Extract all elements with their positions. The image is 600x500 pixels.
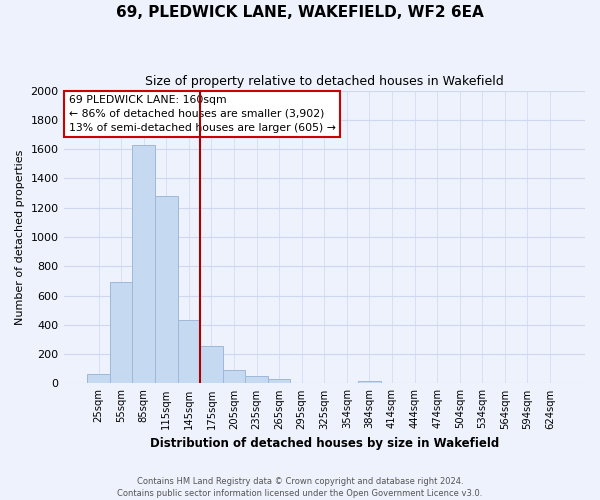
Bar [268,380,290,384]
Text: Contains HM Land Registry data © Crown copyright and database right 2024.
Contai: Contains HM Land Registry data © Crown c… [118,476,482,498]
Y-axis label: Number of detached properties: Number of detached properties [15,150,25,324]
Bar [155,196,178,384]
Bar [245,376,268,384]
Bar [358,382,381,384]
Bar [87,374,110,384]
Title: Size of property relative to detached houses in Wakefield: Size of property relative to detached ho… [145,75,503,88]
Bar [200,346,223,384]
Text: 69, PLEDWICK LANE, WAKEFIELD, WF2 6EA: 69, PLEDWICK LANE, WAKEFIELD, WF2 6EA [116,5,484,20]
X-axis label: Distribution of detached houses by size in Wakefield: Distribution of detached houses by size … [149,437,499,450]
Bar [178,320,200,384]
Bar [133,144,155,384]
Bar [110,282,133,384]
Bar [223,370,245,384]
Text: 69 PLEDWICK LANE: 160sqm
← 86% of detached houses are smaller (3,902)
13% of sem: 69 PLEDWICK LANE: 160sqm ← 86% of detach… [69,95,335,133]
